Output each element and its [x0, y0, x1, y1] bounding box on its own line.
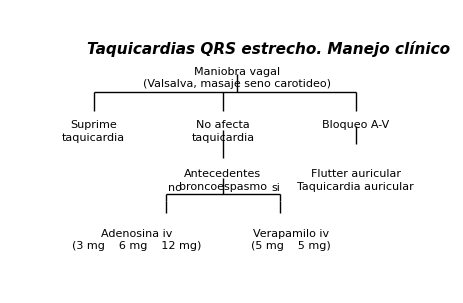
Text: Adenosina iv
(3 mg    6 mg    12 mg): Adenosina iv (3 mg 6 mg 12 mg) [72, 229, 201, 251]
Text: Antecedentes
broncoespasmo: Antecedentes broncoespasmo [179, 169, 267, 192]
Text: Bloqueo A-V: Bloqueo A-V [322, 120, 389, 130]
Text: Verapamilo iv
(5 mg    5 mg): Verapamilo iv (5 mg 5 mg) [251, 229, 331, 251]
Text: Taquicardias QRS estrecho. Manejo clínico: Taquicardias QRS estrecho. Manejo clínic… [87, 41, 450, 57]
Text: Maniobra vagal
(Valsalva, masaje seno carotideo): Maniobra vagal (Valsalva, masaje seno ca… [143, 67, 332, 89]
Text: No afecta
taquicardia: No afecta taquicardia [191, 120, 255, 143]
Text: Suprime
taquicardia: Suprime taquicardia [62, 120, 125, 143]
Text: Flutter auricular
Taquicardia auricular: Flutter auricular Taquicardia auricular [297, 169, 414, 192]
Text: no: no [168, 183, 181, 193]
Text: si: si [271, 183, 280, 193]
